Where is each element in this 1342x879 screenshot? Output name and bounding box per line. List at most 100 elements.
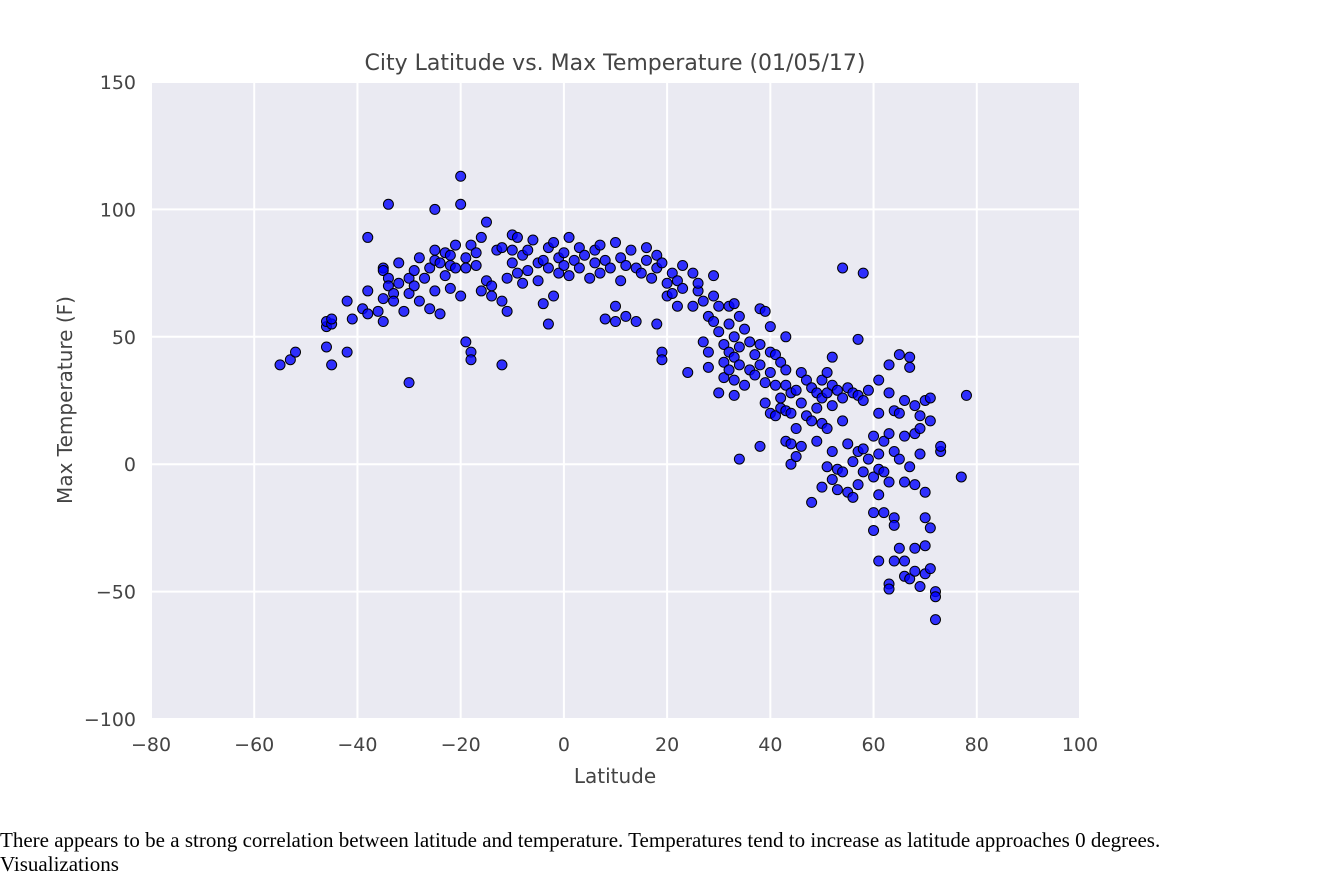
data-point — [728, 389, 740, 401]
data-point — [651, 249, 663, 261]
data-point — [475, 231, 487, 243]
data-point — [480, 216, 492, 228]
data-point — [718, 338, 730, 350]
data-point — [455, 170, 467, 182]
data-point — [542, 262, 554, 274]
data-point — [708, 270, 720, 282]
data-point — [909, 542, 921, 554]
data-point — [723, 318, 735, 330]
data-point — [754, 338, 766, 350]
x-tick-labels: −80 −60 −40 −20 0 20 40 60 80 100 — [131, 734, 1098, 756]
data-point — [899, 430, 911, 442]
data-point — [460, 252, 472, 264]
data-point — [620, 310, 632, 322]
data-point — [728, 351, 740, 363]
data-point — [666, 267, 678, 279]
data-point — [661, 277, 673, 289]
data-point — [687, 300, 699, 312]
data-point — [501, 305, 513, 317]
data-point — [899, 555, 911, 567]
data-point — [811, 402, 823, 414]
data-point — [873, 555, 885, 567]
data-point — [806, 415, 818, 427]
data-point — [904, 351, 916, 363]
data-point — [656, 354, 668, 366]
data-point — [929, 614, 941, 626]
analysis-caption: There appears to be a strong correlation… — [0, 828, 1161, 852]
data-point — [795, 440, 807, 452]
data-point — [506, 257, 518, 269]
data-point — [857, 267, 869, 279]
data-point — [620, 259, 632, 271]
data-point — [682, 366, 694, 378]
data-point — [764, 321, 776, 333]
data-point — [914, 410, 926, 422]
data-point — [847, 456, 859, 468]
data-point — [439, 270, 451, 282]
data-point — [553, 267, 565, 279]
data-point — [893, 407, 905, 419]
data-point — [873, 489, 885, 501]
data-point — [594, 239, 606, 251]
data-point — [785, 458, 797, 470]
data-point — [909, 565, 921, 577]
data-point — [677, 259, 689, 271]
data-point — [475, 285, 487, 297]
data-point — [909, 479, 921, 491]
x-tick-label: 80 — [965, 734, 989, 756]
data-point — [769, 349, 781, 361]
data-point — [873, 448, 885, 460]
data-point — [671, 300, 683, 312]
x-tick-label: −20 — [441, 734, 481, 756]
data-point — [883, 387, 895, 399]
data-point — [775, 392, 787, 404]
data-point — [377, 265, 389, 277]
data-point — [429, 244, 441, 256]
data-point — [640, 254, 652, 266]
data-point — [733, 359, 745, 371]
data-point — [388, 295, 400, 307]
data-point — [341, 295, 353, 307]
data-point — [883, 428, 895, 440]
data-point — [780, 331, 792, 343]
data-point — [749, 369, 761, 381]
data-point — [873, 407, 885, 419]
data-point — [573, 242, 585, 254]
data-point — [728, 331, 740, 343]
data-point — [341, 346, 353, 358]
x-tick-label: −40 — [337, 734, 377, 756]
section-heading: Visualizations — [0, 852, 119, 876]
data-point — [599, 254, 611, 266]
y-tick-label: 50 — [112, 327, 136, 349]
data-point — [496, 295, 508, 307]
data-point — [465, 239, 477, 251]
data-point — [826, 400, 838, 412]
data-point — [486, 290, 498, 302]
data-point — [899, 476, 911, 488]
data-point — [764, 366, 776, 378]
data-point — [646, 272, 658, 284]
data-point — [419, 272, 431, 284]
data-point — [398, 305, 410, 317]
data-point — [909, 400, 921, 412]
y-tick-label: 150 — [100, 72, 136, 94]
data-point — [610, 300, 621, 312]
data-point — [362, 231, 374, 243]
data-point — [403, 287, 415, 299]
data-point — [723, 364, 735, 376]
data-point — [914, 581, 926, 593]
data-point — [919, 512, 931, 524]
data-point — [924, 563, 936, 575]
data-point — [532, 275, 544, 287]
data-point — [450, 239, 462, 251]
data-point — [320, 341, 332, 353]
data-point — [558, 259, 570, 271]
data-point — [868, 471, 880, 483]
data-point — [759, 305, 771, 317]
data-point — [873, 374, 885, 386]
data-point — [888, 555, 900, 567]
data-point — [594, 267, 606, 279]
data-point — [604, 262, 616, 274]
data-point — [568, 254, 580, 266]
data-point — [919, 540, 931, 552]
